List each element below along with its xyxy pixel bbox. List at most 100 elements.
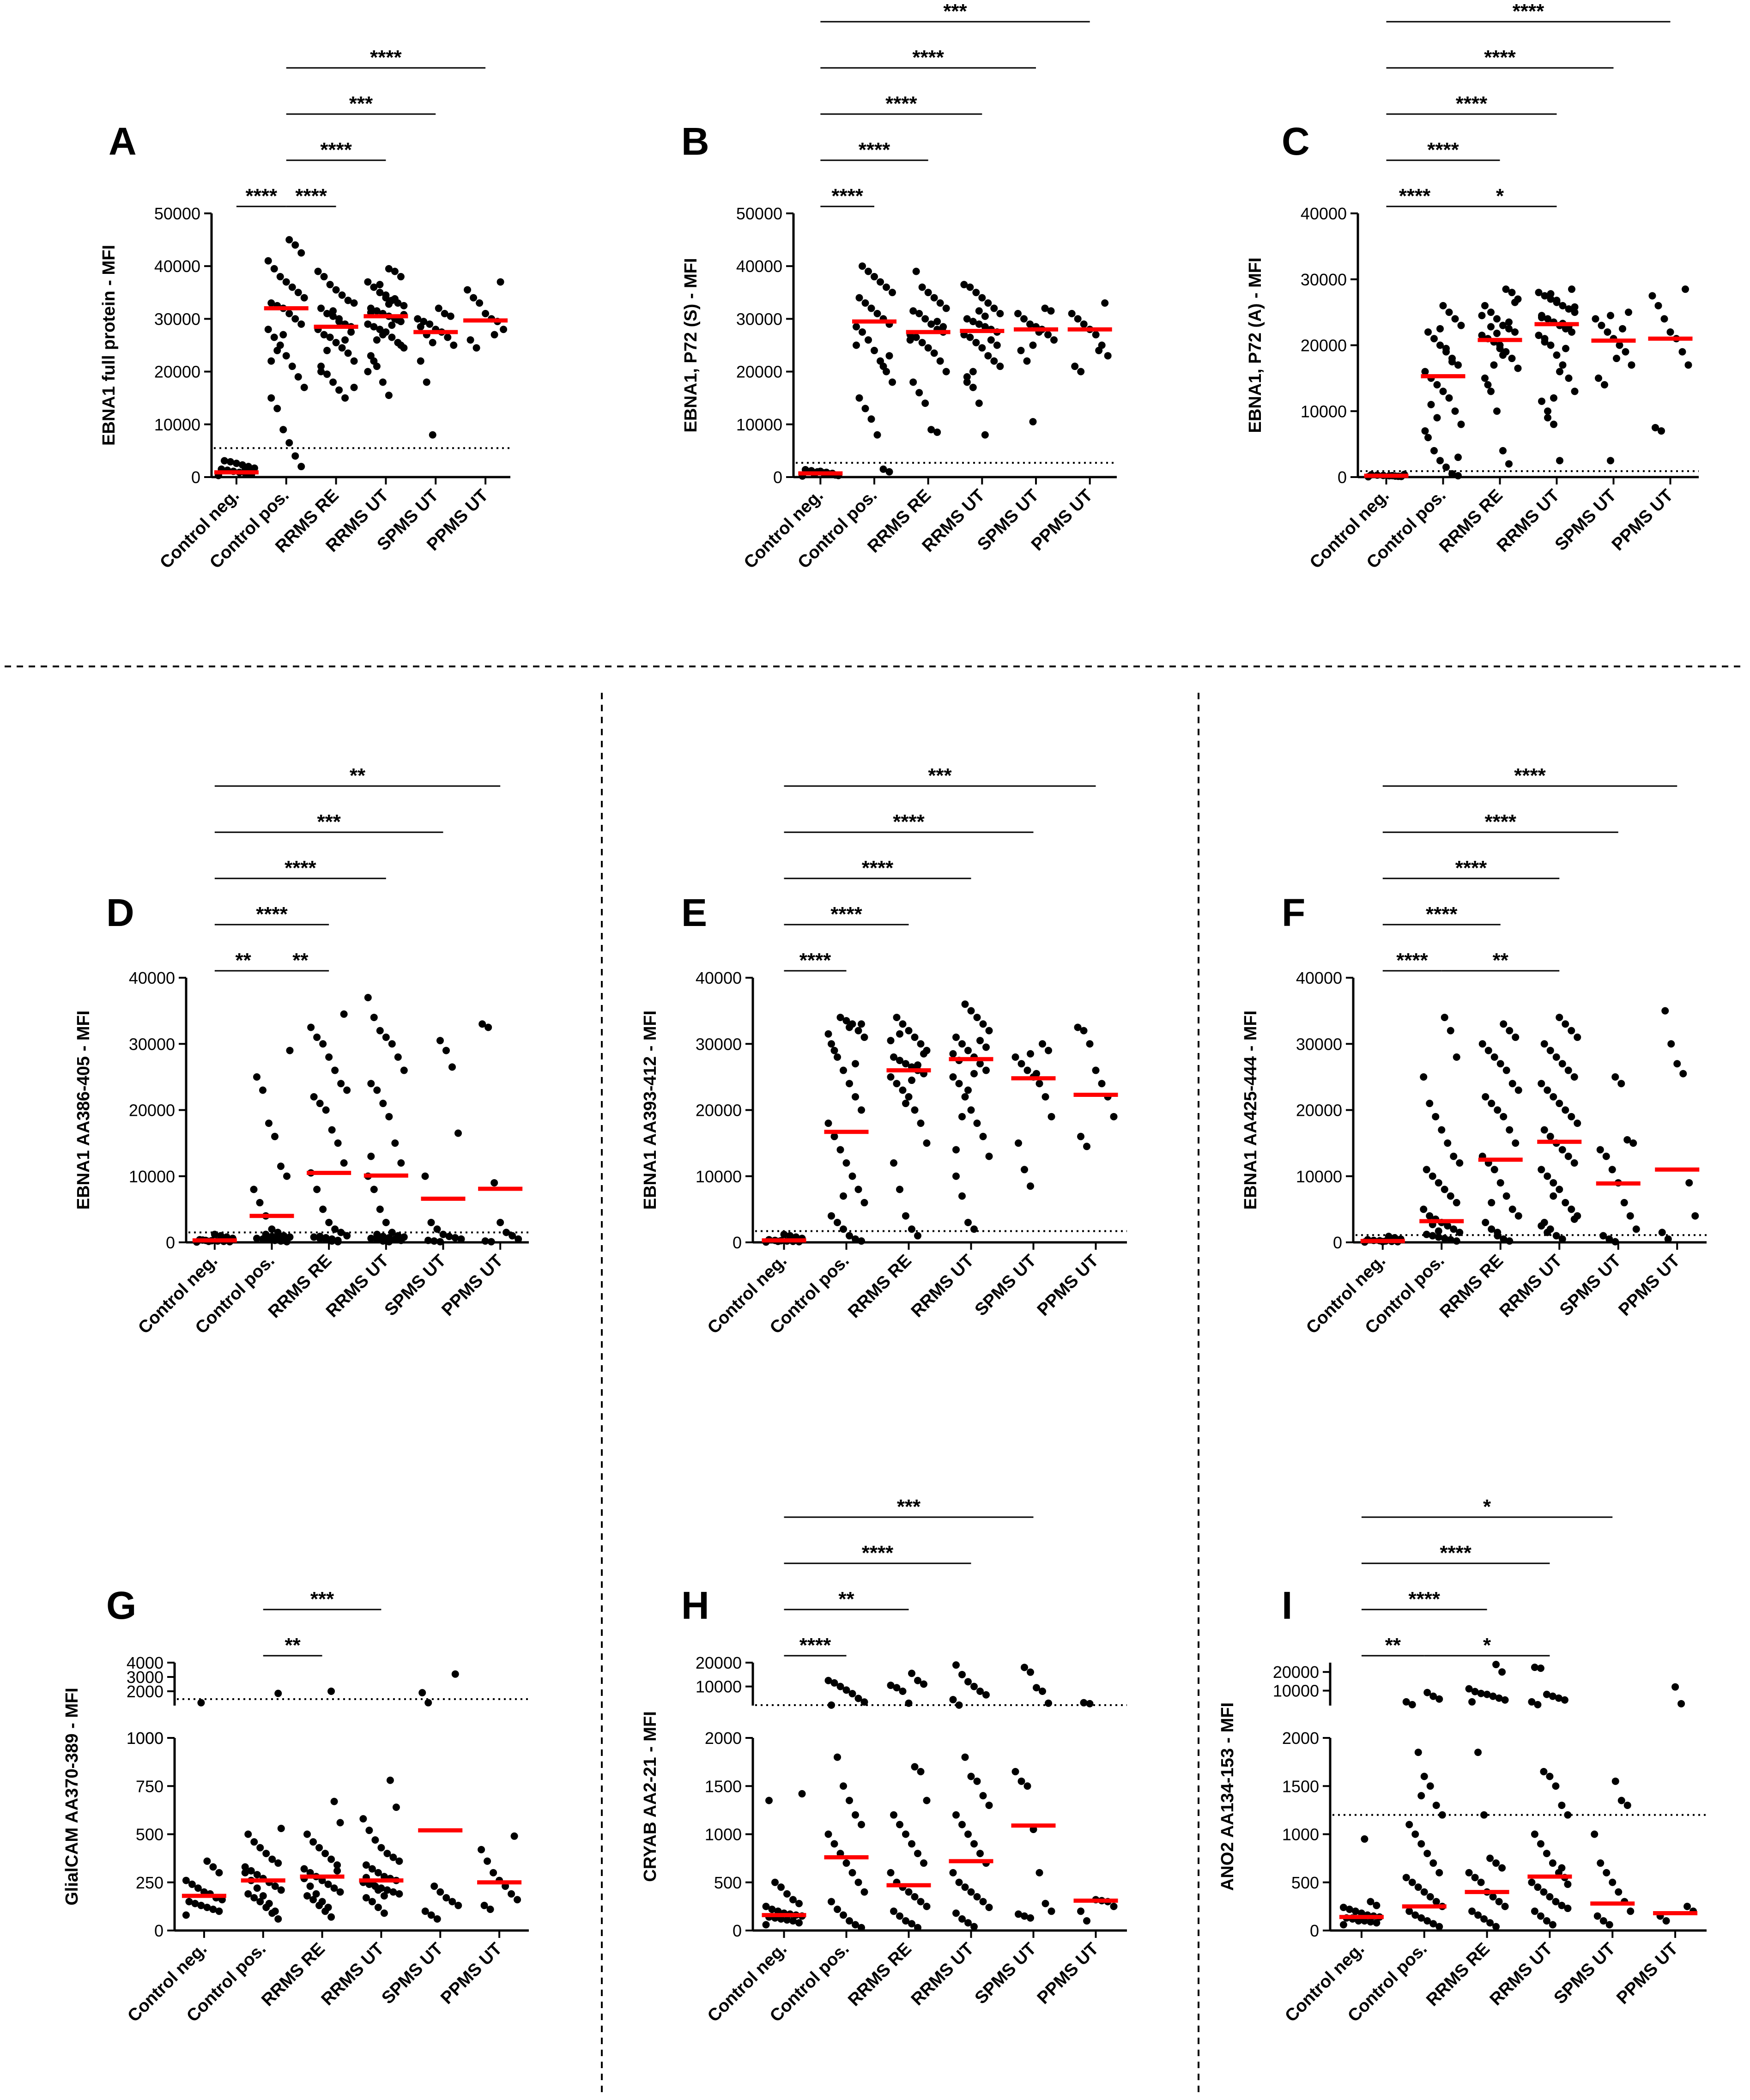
y-axis-title: EBNA1, P72 (S) - MFI <box>681 258 701 433</box>
data-point <box>1611 1238 1619 1246</box>
data-point <box>955 1701 963 1709</box>
data-point <box>1477 1878 1485 1886</box>
data-point <box>1432 1113 1440 1120</box>
data-point <box>309 1838 317 1846</box>
data-point <box>327 1855 335 1863</box>
data-point <box>964 1219 972 1227</box>
data-point <box>1499 447 1507 454</box>
category-label: RRMS UT <box>318 1939 388 2009</box>
data-point <box>379 1233 387 1241</box>
data-point <box>331 1066 339 1074</box>
data-point <box>1558 1235 1566 1243</box>
data-point <box>979 1898 987 1906</box>
data-point <box>865 267 872 275</box>
category-label: SPMS UT <box>1551 486 1620 555</box>
data-point <box>936 357 944 365</box>
data-point <box>331 1225 339 1233</box>
data-point <box>1447 1027 1454 1035</box>
data-point <box>985 1027 993 1035</box>
data-point <box>1373 1919 1381 1927</box>
data-point <box>970 1840 978 1848</box>
data-point <box>306 1882 314 1890</box>
data-point <box>1424 434 1432 442</box>
data-point <box>765 1797 773 1804</box>
data-point <box>1426 1212 1434 1220</box>
data-point <box>282 352 290 360</box>
y-tick-label: 2000 <box>1282 1729 1319 1748</box>
data-point <box>860 1199 868 1207</box>
significance-label: * <box>1496 185 1504 207</box>
data-point <box>858 1020 865 1028</box>
data-point <box>902 1060 909 1068</box>
data-point <box>1570 1159 1578 1167</box>
data-point <box>328 1126 336 1134</box>
data-point <box>1592 315 1599 323</box>
data-point <box>985 1152 993 1160</box>
data-point <box>867 304 875 312</box>
data-point <box>917 1120 925 1127</box>
data-point <box>1609 1878 1617 1886</box>
data-point <box>963 378 971 386</box>
data-point <box>1471 1688 1479 1695</box>
data-point <box>1456 1159 1464 1167</box>
data-point <box>1499 351 1507 359</box>
data-point <box>930 294 938 302</box>
data-point <box>1423 1166 1430 1174</box>
data-point <box>1512 1033 1520 1041</box>
data-point <box>963 315 971 323</box>
data-point <box>364 278 372 286</box>
data-point <box>1502 285 1510 293</box>
data-point <box>1488 1199 1496 1207</box>
data-point <box>798 1790 806 1797</box>
data-point <box>1041 304 1049 312</box>
data-point <box>899 1086 907 1094</box>
data-point <box>450 341 458 349</box>
data-point <box>1511 328 1519 336</box>
data-point <box>330 1884 338 1892</box>
data-point <box>1481 302 1489 309</box>
data-point <box>964 1086 972 1094</box>
data-point <box>430 1882 438 1890</box>
data-point <box>1604 328 1611 336</box>
data-point <box>1451 315 1459 323</box>
data-point <box>391 267 399 275</box>
data-point <box>1550 1179 1557 1187</box>
data-point <box>927 426 935 434</box>
y-tick-label: 40000 <box>1301 204 1347 223</box>
data-point <box>333 1861 341 1869</box>
data-point <box>1433 381 1441 389</box>
data-point <box>1465 1685 1473 1693</box>
data-point <box>1468 1907 1476 1915</box>
data-point <box>1441 1235 1448 1242</box>
data-point <box>1445 309 1453 316</box>
y-tick-label: 40000 <box>154 257 200 276</box>
data-point <box>271 1132 279 1140</box>
data-point <box>987 336 995 344</box>
y-tick-label: 10000 <box>154 415 200 434</box>
data-point <box>1450 1225 1458 1233</box>
data-point <box>497 278 504 286</box>
data-point <box>917 1898 925 1906</box>
data-point <box>1021 1664 1028 1671</box>
data-point <box>1500 1020 1508 1028</box>
data-point <box>1429 1172 1436 1180</box>
data-point <box>1487 309 1495 316</box>
data-point <box>1544 1086 1551 1094</box>
data-point <box>1488 1225 1496 1233</box>
data-point <box>873 431 881 439</box>
data-point <box>921 315 929 323</box>
data-point <box>307 1023 315 1031</box>
data-point <box>865 336 872 344</box>
y-tick-label: 0 <box>1310 1921 1319 1940</box>
data-point <box>276 273 284 281</box>
data-point <box>194 1884 202 1892</box>
data-point <box>490 1869 497 1876</box>
data-point <box>1471 1874 1479 1882</box>
data-point <box>1436 341 1444 349</box>
data-point <box>439 1230 447 1238</box>
data-point <box>324 1880 332 1888</box>
data-point <box>1441 1013 1448 1021</box>
data-point <box>1658 1229 1666 1236</box>
data-point <box>274 1915 282 1923</box>
data-point <box>321 1850 329 1858</box>
